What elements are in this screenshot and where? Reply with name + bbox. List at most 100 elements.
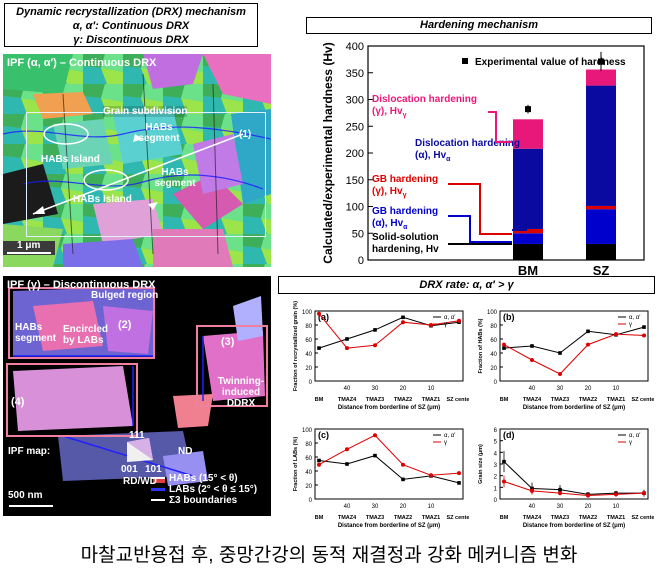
legend-label: γ	[629, 440, 632, 446]
experimental-marker	[598, 58, 604, 65]
drx-rate-title-box: DRX rate: α, α′ > γ	[278, 276, 655, 294]
line-chart-d: (d) 0 1 2 3 4 5 6 40 30 20 10 BM TMAZ4 TMAZ3 TMAZ2 TMAZ1…	[478, 428, 654, 529]
y-axis-label: Fraction of LABs (%)	[293, 437, 299, 492]
bar-segment	[513, 243, 543, 260]
y-tick-label: 0	[494, 498, 498, 504]
pole-111-label: 111	[129, 430, 145, 441]
data-point	[373, 453, 377, 458]
y-tick-label: 3	[494, 463, 498, 469]
panel-label: (c)	[318, 430, 329, 440]
distance-tick: 30	[372, 386, 379, 392]
line-chart-a: (a) 0 20 40 60 80 100 40 30 20 10 BM TMAZ4 TMAZ3 TMAZ2…	[293, 301, 469, 411]
pole-101-label: 101	[145, 464, 162, 475]
y-tick-label: 100	[487, 310, 498, 316]
distance-tick: 20	[585, 386, 592, 392]
y-axis-label: Calculated/experimental hardness (Hv)	[321, 42, 335, 263]
data-point	[502, 459, 506, 464]
twinning-ddrx-label: Twinning-induced DDRX	[217, 376, 265, 409]
data-point	[317, 462, 321, 467]
plot-frame	[314, 310, 464, 382]
title-line-3: γ: Discontinuous DRX	[73, 34, 189, 46]
drx-mechanism-title-box: Dynamic recrystallization (DRX) mechanis…	[4, 3, 258, 47]
y-axis-label: Fraction of HABs (%)	[478, 318, 484, 373]
x-category-label: TMAZ1	[422, 397, 440, 403]
x-category-label: TMAZ2	[579, 397, 597, 403]
annotation-dis_a: Dislocation hardening (α), Hvα	[415, 138, 520, 163]
nd-label: ND	[178, 446, 193, 457]
distance-tick: 30	[372, 504, 379, 510]
x-category-label: TMAZ3	[551, 397, 569, 403]
annotation-arrow	[448, 183, 512, 235]
x-category-label: TMAZ3	[366, 515, 384, 521]
bar-segment	[586, 209, 616, 244]
data-point	[558, 491, 562, 496]
distance-tick: 40	[344, 386, 351, 392]
y-tick-label: 80	[305, 442, 312, 448]
y-tick-label: 60	[305, 456, 312, 462]
x-category-label: SZ center	[631, 397, 654, 403]
data-point	[373, 328, 377, 332]
plot-frame	[499, 428, 649, 500]
bar-segment	[513, 233, 543, 244]
pole-001-label: 001	[121, 464, 138, 475]
data-point	[642, 491, 646, 496]
data-point	[586, 493, 590, 498]
y-tick-label: 4	[494, 451, 498, 457]
plot-frame	[314, 428, 464, 500]
distance-tick: 10	[613, 386, 620, 392]
data-point	[373, 343, 377, 348]
y-tick-label: 40	[305, 470, 312, 476]
annotation-arrow	[448, 215, 512, 243]
y-tick-label: 0	[358, 255, 364, 267]
x-category-label: TMAZ4	[523, 515, 542, 521]
plot-frame	[499, 310, 649, 382]
annotation-gb_a: GB hardening (α), Hvα	[372, 206, 438, 231]
x-category-label: TMAZ2	[579, 515, 597, 521]
x-category-label: TMAZ3	[551, 515, 569, 521]
distance-tick: 10	[613, 504, 620, 510]
data-point	[558, 372, 562, 376]
x-category-label: BM	[500, 515, 509, 521]
y-tick-label: 60	[305, 338, 312, 344]
data-point	[457, 481, 461, 485]
y-tick-label: 40	[490, 352, 497, 358]
distance-tick: 20	[400, 386, 407, 392]
annotation-dis_g: Dislocation hardening (γ), Hvγ	[372, 94, 477, 119]
legend-label: γ	[444, 440, 447, 446]
data-point	[345, 462, 349, 466]
series-line	[503, 461, 644, 495]
legend-label: α, α′	[629, 315, 641, 321]
data-point	[401, 477, 405, 482]
y-tick-label: 5	[494, 440, 498, 446]
y-tick-label: 20	[305, 366, 312, 372]
data-point	[429, 323, 433, 327]
subdivision-rect	[26, 112, 266, 237]
bar-segment	[513, 228, 543, 234]
data-point	[401, 462, 405, 467]
legend-habs: HABs (15° < θ)	[169, 473, 238, 484]
data-point	[642, 325, 646, 329]
x-category-label: BM	[315, 397, 324, 403]
x-category-label: TMAZ1	[607, 397, 625, 403]
x-category-label: BM	[315, 515, 324, 521]
direction-label-1: (1)	[239, 129, 252, 140]
y-tick-label: 150	[346, 175, 364, 187]
distance-tick: 40	[344, 504, 351, 510]
data-point	[642, 333, 646, 338]
y-tick-label: 350	[346, 68, 364, 80]
y-tick-label: 100	[302, 310, 313, 316]
bar-segment	[513, 119, 543, 149]
data-point	[345, 337, 349, 341]
x-category-label: TMAZ1	[607, 515, 625, 521]
legend-label: α, α′	[444, 315, 456, 321]
encircled-labs-label: Encircled by LABs	[63, 324, 109, 346]
data-point	[317, 346, 321, 350]
habs-segment-label-1: HABs segment	[138, 122, 180, 144]
y-tick-label: 300	[346, 95, 364, 107]
data-point	[401, 320, 405, 325]
x-category-label: BM	[518, 263, 538, 278]
data-point	[345, 447, 349, 452]
legend-sigma3: Σ3 boundaries	[169, 495, 238, 506]
y-axis-label: Fraction of recrystallized grain (%)	[293, 301, 299, 391]
y-tick-label: 20	[490, 366, 497, 372]
